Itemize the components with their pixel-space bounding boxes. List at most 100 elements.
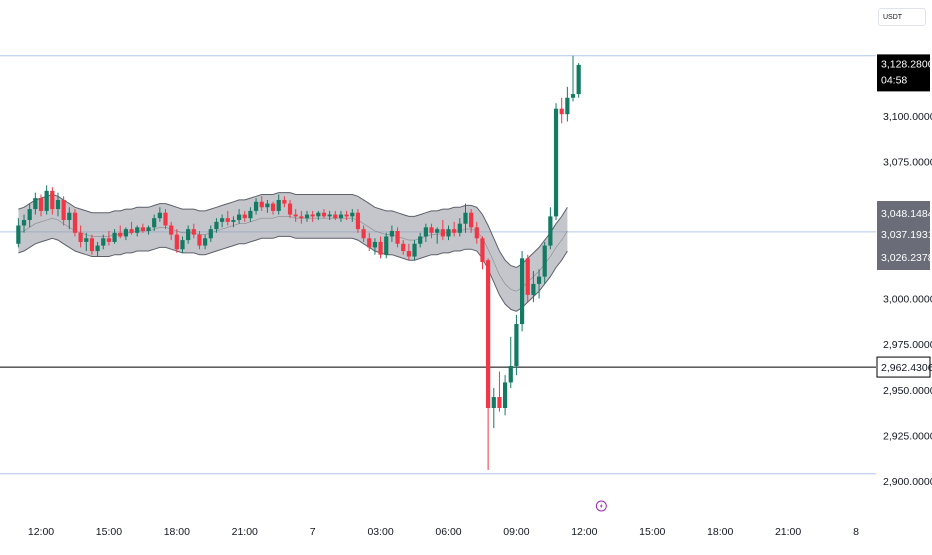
symbol-label[interactable]: USDT (878, 8, 926, 26)
candle[interactable] (469, 209, 474, 233)
candle[interactable] (129, 221, 134, 235)
candle[interactable] (208, 225, 213, 242)
candle[interactable] (486, 258, 491, 471)
candle[interactable] (174, 229, 179, 253)
candle[interactable] (55, 192, 61, 217)
candle[interactable] (497, 371, 502, 412)
candle[interactable] (299, 210, 304, 224)
candle[interactable] (440, 220, 445, 241)
candle[interactable] (344, 210, 349, 221)
candle[interactable] (220, 214, 225, 228)
candle[interactable] (191, 223, 196, 239)
candle[interactable] (140, 223, 145, 233)
candle[interactable] (514, 314, 519, 376)
candle[interactable] (203, 234, 208, 250)
candle[interactable] (44, 185, 49, 215)
candle[interactable] (367, 232, 372, 252)
candle[interactable] (157, 207, 162, 222)
candle[interactable] (333, 210, 338, 221)
candle[interactable] (101, 234, 106, 250)
candle[interactable] (401, 240, 406, 255)
candle[interactable] (406, 243, 411, 261)
candle[interactable] (480, 236, 485, 270)
candle[interactable] (38, 194, 44, 217)
candle[interactable] (542, 241, 547, 284)
candle[interactable] (270, 201, 276, 215)
candle[interactable] (423, 223, 428, 242)
candle[interactable] (293, 209, 298, 222)
candle[interactable] (50, 187, 55, 215)
candle[interactable] (169, 221, 174, 241)
candle[interactable] (214, 218, 219, 233)
candle[interactable] (123, 227, 128, 241)
candle[interactable] (135, 225, 140, 237)
candle[interactable] (304, 210, 310, 222)
candle[interactable] (531, 271, 536, 303)
candle[interactable] (146, 225, 151, 235)
candle[interactable] (446, 225, 451, 241)
candle[interactable] (253, 198, 259, 215)
candle[interactable] (474, 221, 479, 244)
candle[interactable] (67, 207, 72, 230)
candle[interactable] (78, 225, 83, 248)
candle[interactable] (61, 196, 66, 226)
candle[interactable] (502, 375, 508, 416)
candle[interactable] (236, 209, 242, 224)
candle[interactable] (112, 229, 117, 244)
candle[interactable] (525, 254, 530, 303)
candle[interactable] (491, 387, 496, 429)
candle[interactable] (287, 199, 293, 219)
candle[interactable] (570, 55, 576, 102)
candle[interactable] (463, 203, 468, 233)
candle[interactable] (361, 225, 366, 242)
candle[interactable] (378, 236, 383, 259)
candle[interactable] (327, 210, 332, 221)
candle[interactable] (225, 210, 230, 226)
candle[interactable] (355, 209, 361, 233)
candle[interactable] (276, 194, 281, 215)
candle[interactable] (519, 251, 525, 332)
candle[interactable] (16, 218, 21, 248)
candle[interactable] (508, 336, 513, 388)
candle[interactable] (265, 199, 270, 213)
candle[interactable] (21, 214, 27, 233)
candle[interactable] (242, 210, 247, 222)
candle[interactable] (321, 209, 327, 219)
candle[interactable] (576, 63, 581, 98)
candle[interactable] (84, 232, 89, 252)
candle[interactable] (27, 203, 32, 228)
candle[interactable] (33, 192, 38, 215)
candle[interactable] (163, 209, 168, 230)
candle[interactable] (565, 86, 570, 122)
candle[interactable] (429, 223, 434, 239)
candle[interactable] (548, 207, 553, 250)
candle[interactable] (452, 221, 457, 237)
candle[interactable] (384, 232, 389, 259)
candle[interactable] (118, 225, 123, 239)
candle[interactable] (536, 269, 542, 299)
candle[interactable] (186, 225, 191, 244)
candle[interactable] (316, 210, 321, 221)
candle[interactable] (372, 238, 378, 255)
candle[interactable] (180, 236, 185, 253)
candle[interactable] (338, 210, 344, 222)
candle[interactable] (310, 210, 315, 222)
event-marker-icon[interactable] (595, 500, 607, 512)
candle[interactable] (553, 103, 559, 221)
candle[interactable] (412, 240, 417, 261)
candle[interactable] (197, 230, 202, 250)
candle[interactable] (395, 227, 400, 248)
candle[interactable] (350, 209, 355, 222)
candle[interactable] (152, 214, 157, 231)
candle[interactable] (231, 216, 236, 228)
candle[interactable] (89, 234, 95, 255)
candle[interactable] (389, 225, 395, 242)
candle[interactable] (457, 218, 462, 237)
candle[interactable] (72, 209, 78, 237)
candle[interactable] (95, 241, 100, 257)
candle[interactable] (559, 97, 564, 124)
candle[interactable] (248, 207, 253, 222)
candle[interactable] (418, 232, 423, 248)
candle[interactable] (106, 230, 112, 246)
